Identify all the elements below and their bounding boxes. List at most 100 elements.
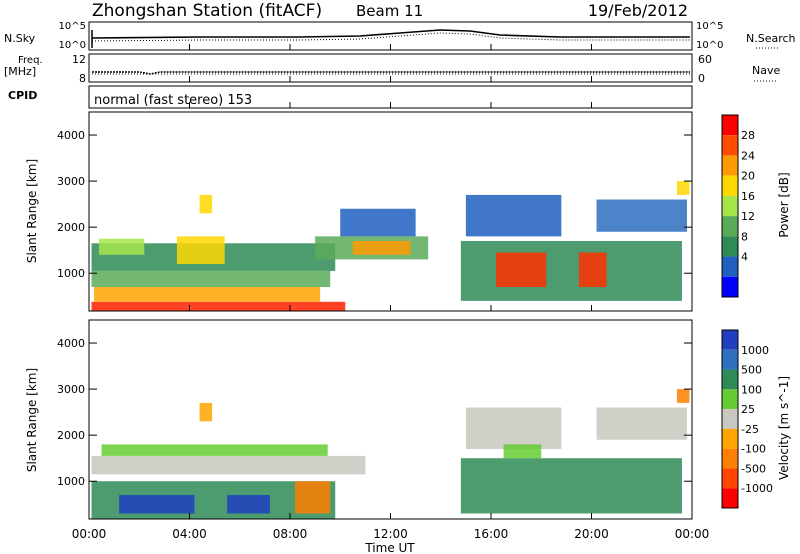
- velocity-colorbar: 1000 500 100 25 -25 -100 -500 -1000: [721, 329, 773, 509]
- heatmap-cell: [496, 252, 547, 288]
- heatmap-cell: [352, 240, 411, 255]
- y-tick-label: 2000: [57, 221, 85, 234]
- colorbar-tick-label: 500: [741, 364, 762, 377]
- power-ylabel: Slant Range [km]: [25, 159, 39, 263]
- heatmap-cell: [91, 270, 331, 288]
- colorbar-frame: [721, 114, 739, 298]
- colorbar-segment: [722, 369, 738, 390]
- power-colorbar: 28 24 20 16 12 8 4: [721, 114, 755, 298]
- y-tick-label: 3000: [57, 175, 85, 188]
- heatmap-cell: [340, 208, 416, 237]
- colorbar-tick-label: 12: [741, 210, 755, 223]
- freq-right-tick-top: 60: [698, 53, 712, 66]
- colorbar-tick-label: 25: [741, 403, 755, 416]
- colorbar-tick-label: -100: [741, 443, 766, 456]
- power-colorbar-label: Power [dB]: [777, 172, 791, 237]
- heatmap-cell: [460, 240, 682, 301]
- heatmap-cell: [176, 236, 225, 265]
- x-tick-label: 04:00: [172, 527, 207, 541]
- heatmap-cell: [503, 444, 542, 459]
- x-axis-ticks: 00:00 04:00 08:00 12:00 16:00 20:00 00:00: [72, 44, 710, 541]
- colorbar-tick-label: 100: [741, 383, 762, 396]
- heatmap-cell: [199, 402, 213, 422]
- nsearch-label: N.Search: [746, 32, 796, 45]
- x-tick-label: 08:00: [273, 527, 308, 541]
- freq-unit-label: [MHz]: [4, 65, 36, 78]
- colorbar-tick-label: -25: [741, 423, 759, 436]
- y-tick-label: 4000: [57, 337, 85, 350]
- colorbar-segment: [722, 115, 738, 136]
- colorbar-segment: [722, 155, 738, 176]
- colorbar-tick-label: 16: [741, 190, 755, 203]
- colorbar-segment: [722, 276, 738, 297]
- noise-trace-sky: [91, 29, 690, 39]
- y-tick-label: 3000: [57, 383, 85, 396]
- colorbar-segment: [722, 216, 738, 237]
- colorbar-tick-label: 28: [741, 129, 755, 142]
- heatmap-cell: [91, 301, 346, 311]
- heatmap-cell: [465, 407, 562, 449]
- freq-left-tick-top: 12: [72, 53, 86, 66]
- heatmap-cell: [465, 194, 562, 237]
- heatmap-cell: [94, 287, 321, 302]
- x-tick-label: 00:00: [675, 527, 710, 541]
- velocity-colorbar-label-text: Velocity [m s^-1]: [777, 376, 791, 480]
- colorbar-segment: [722, 135, 738, 156]
- colorbar-segment: [722, 409, 738, 429]
- noise-right-tick-top: 10^5: [696, 21, 723, 32]
- station-title: Zhongshan Station (fitACF): [92, 1, 322, 21]
- colorbar-segment: [722, 256, 738, 277]
- y-tick-label: 1000: [57, 475, 85, 488]
- colorbar-segment: [722, 468, 738, 489]
- freq-label: Freq.: [18, 55, 43, 66]
- x-tick-label: 16:00: [474, 527, 509, 541]
- heatmap-cell: [578, 252, 607, 288]
- colorbar-tick-label: -500: [741, 462, 766, 475]
- colorbar-tick-label: -1000: [741, 482, 773, 495]
- heatmap-cell: [101, 444, 328, 456]
- y-tick-label: 4000: [57, 129, 85, 142]
- x-tick-label: 00:00: [72, 527, 107, 541]
- beam-label: Beam 11: [356, 2, 423, 20]
- colorbar-segment: [722, 175, 738, 196]
- colorbar-tick-label: 24: [741, 149, 755, 162]
- freq-trace: [92, 71, 690, 75]
- colorbar-segment: [722, 428, 738, 449]
- colorbar-tick-label: 1000: [741, 344, 769, 357]
- noise-left-tick-bottom: 10^0: [59, 40, 86, 51]
- velocity-yticks: 4000 3000 2000 1000: [57, 337, 692, 488]
- heatmap-cell: [676, 181, 690, 195]
- noise-right-tick-bottom: 10^0: [696, 40, 723, 51]
- y-tick-label: 1000: [57, 267, 85, 280]
- cpid-mode: normal (fast stereo) 153: [94, 93, 252, 108]
- freq-right-tick-bottom: 0: [698, 72, 705, 85]
- velocity-colorbar-label: Velocity [m s^-1]: [777, 376, 791, 480]
- nsky-label: N.Sky: [4, 32, 36, 45]
- colorbar-segment: [722, 195, 738, 217]
- heatmap-cell: [99, 238, 145, 255]
- heatmap-cell: [227, 495, 270, 514]
- cpid-label: CPID: [8, 89, 37, 102]
- velocity-ylabel: Slant Range [km]: [25, 368, 39, 472]
- date-label: 19/Feb/2012: [588, 1, 688, 20]
- colorbar-tick-label: 8: [741, 230, 748, 243]
- colorbar-segment: [722, 389, 738, 410]
- heatmap-cell: [460, 458, 682, 514]
- x-tick-label: 20:00: [574, 527, 609, 541]
- heatmap-cell: [596, 199, 687, 232]
- heatmap-cell: [676, 389, 690, 403]
- heatmap-cell: [91, 455, 366, 475]
- y-tick-label: 2000: [57, 429, 85, 442]
- freq-left-tick-bottom: 8: [79, 72, 86, 85]
- colorbar-frame: [721, 329, 739, 509]
- velocity-heatmap: [91, 389, 690, 519]
- power-heatmap: [91, 181, 690, 311]
- colorbar-segment: [722, 349, 738, 370]
- colorbar-segment: [722, 236, 738, 257]
- colorbar-tick-label: 4: [741, 251, 748, 264]
- x-axis-label: Time UT: [364, 541, 415, 554]
- colorbar-segment: [722, 488, 738, 508]
- heatmap-cell: [119, 495, 195, 514]
- heatmap-cell: [295, 481, 331, 514]
- heatmap-cell: [199, 194, 213, 214]
